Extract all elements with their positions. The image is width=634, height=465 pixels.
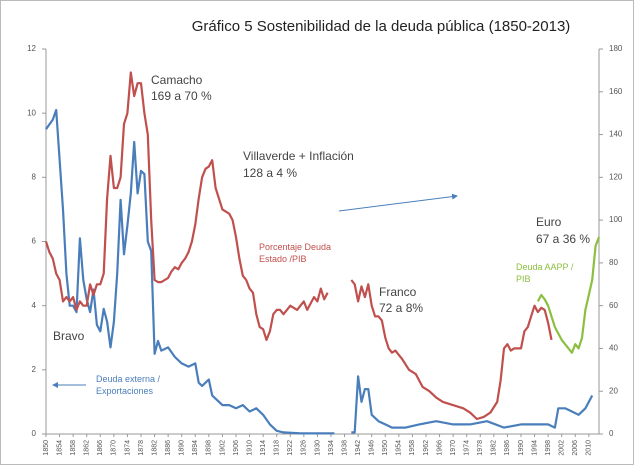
series-label: Deuda externa / Exportaciones <box>96 374 161 396</box>
y-tick-label: 2 <box>32 365 37 374</box>
x-tick-label: 1870 <box>111 440 118 456</box>
x-tick-label: 1962 <box>423 440 430 456</box>
x-tick-label: 1882 <box>151 440 158 456</box>
y2-tick-label: 20 <box>609 386 618 395</box>
data-line <box>44 71 329 341</box>
annotation: 128 a 4 % <box>243 166 298 180</box>
y-tick-label: 10 <box>27 108 36 117</box>
data-line <box>350 279 553 421</box>
x-tick-label: 1918 <box>274 440 281 456</box>
x-tick-label: 1886 <box>165 440 172 456</box>
annotation: 72 a 8% <box>379 301 424 315</box>
x-tick-label: 2010 <box>586 440 593 456</box>
x-tick-label: 1950 <box>382 440 389 456</box>
x-tick-label: 1922 <box>287 440 294 456</box>
x-tick-label: 1894 <box>192 440 199 456</box>
y2-tick-label: 80 <box>609 258 618 267</box>
y2-tick-label: 100 <box>609 215 623 224</box>
y2-tick-label: 180 <box>609 44 623 53</box>
x-tick-label: 1942 <box>355 440 362 456</box>
x-tick-label: 1854 <box>56 440 63 456</box>
x-tick-label: 1978 <box>477 440 484 456</box>
y2-tick-label: 60 <box>609 301 618 310</box>
annotation: Franco <box>379 285 417 299</box>
x-tick-label: 1938 <box>341 440 348 456</box>
x-tick-label: 1910 <box>246 440 253 456</box>
series-label: Deuda AAPP / PIB <box>516 262 574 284</box>
x-tick-label: 1862 <box>84 440 91 456</box>
y-tick-label: 12 <box>27 44 36 53</box>
x-tick-label: 1890 <box>179 440 186 456</box>
y2-tick-label: 120 <box>609 172 623 181</box>
x-tick-label: 1902 <box>219 440 226 456</box>
x-tick-label: 2006 <box>572 440 579 456</box>
data-line <box>536 236 601 354</box>
annotation: Villaverde + Inflación <box>243 149 354 163</box>
x-tick-label: 1946 <box>369 440 376 456</box>
arrow <box>338 193 458 212</box>
y-tick-label: 4 <box>32 301 37 310</box>
x-tick-label: 1990 <box>518 440 525 456</box>
annotation: Camacho <box>151 73 203 87</box>
x-tick-label: 1966 <box>436 440 443 456</box>
y2-tick-label: 40 <box>609 344 618 353</box>
y2-tick-label: 160 <box>609 87 623 96</box>
x-tick-label: 1994 <box>531 440 538 456</box>
x-tick-label: 1930 <box>314 440 321 456</box>
x-tick-label: 2002 <box>559 440 566 456</box>
x-tick-label: 1974 <box>464 440 471 456</box>
x-tick-label: 1914 <box>260 440 267 456</box>
x-tick-label: 1934 <box>328 440 335 456</box>
y2-tick-label: 140 <box>609 130 623 139</box>
x-tick-label: 1958 <box>409 440 416 456</box>
y-tick-label: 0 <box>32 429 37 438</box>
annotation: 169 a 70 % <box>151 89 212 103</box>
x-tick-label: 1878 <box>138 440 145 456</box>
x-tick-label: 1982 <box>491 440 498 456</box>
annotation: Bravo <box>53 329 85 343</box>
x-tick-label: 1998 <box>545 440 552 456</box>
x-tick-label: 1954 <box>396 440 403 456</box>
x-tick-label: 1898 <box>206 440 213 456</box>
x-tick-label: 1986 <box>504 440 511 456</box>
x-tick-label: 1866 <box>97 440 104 456</box>
y-tick-label: 8 <box>32 172 37 181</box>
chart-title: Gráfico 5 Sostenibilidad de la deuda púb… <box>192 18 571 35</box>
y-tick-label: 6 <box>32 237 37 246</box>
data-line <box>351 375 594 434</box>
data-line <box>45 108 335 435</box>
x-tick-label: 1850 <box>43 440 50 456</box>
x-tick-label: 1926 <box>301 440 308 456</box>
x-tick-label: 1858 <box>70 440 77 456</box>
x-tick-label: 1906 <box>233 440 240 456</box>
annotation: Euro <box>536 215 562 229</box>
y2-tick-label: 0 <box>609 429 614 438</box>
x-tick-label: 1874 <box>124 440 131 456</box>
series-label: Porcentaje Deuda Estado /PIB <box>259 242 332 264</box>
x-tick-label: 1970 <box>450 440 457 456</box>
annotation: 67 a 36 % <box>536 232 591 246</box>
